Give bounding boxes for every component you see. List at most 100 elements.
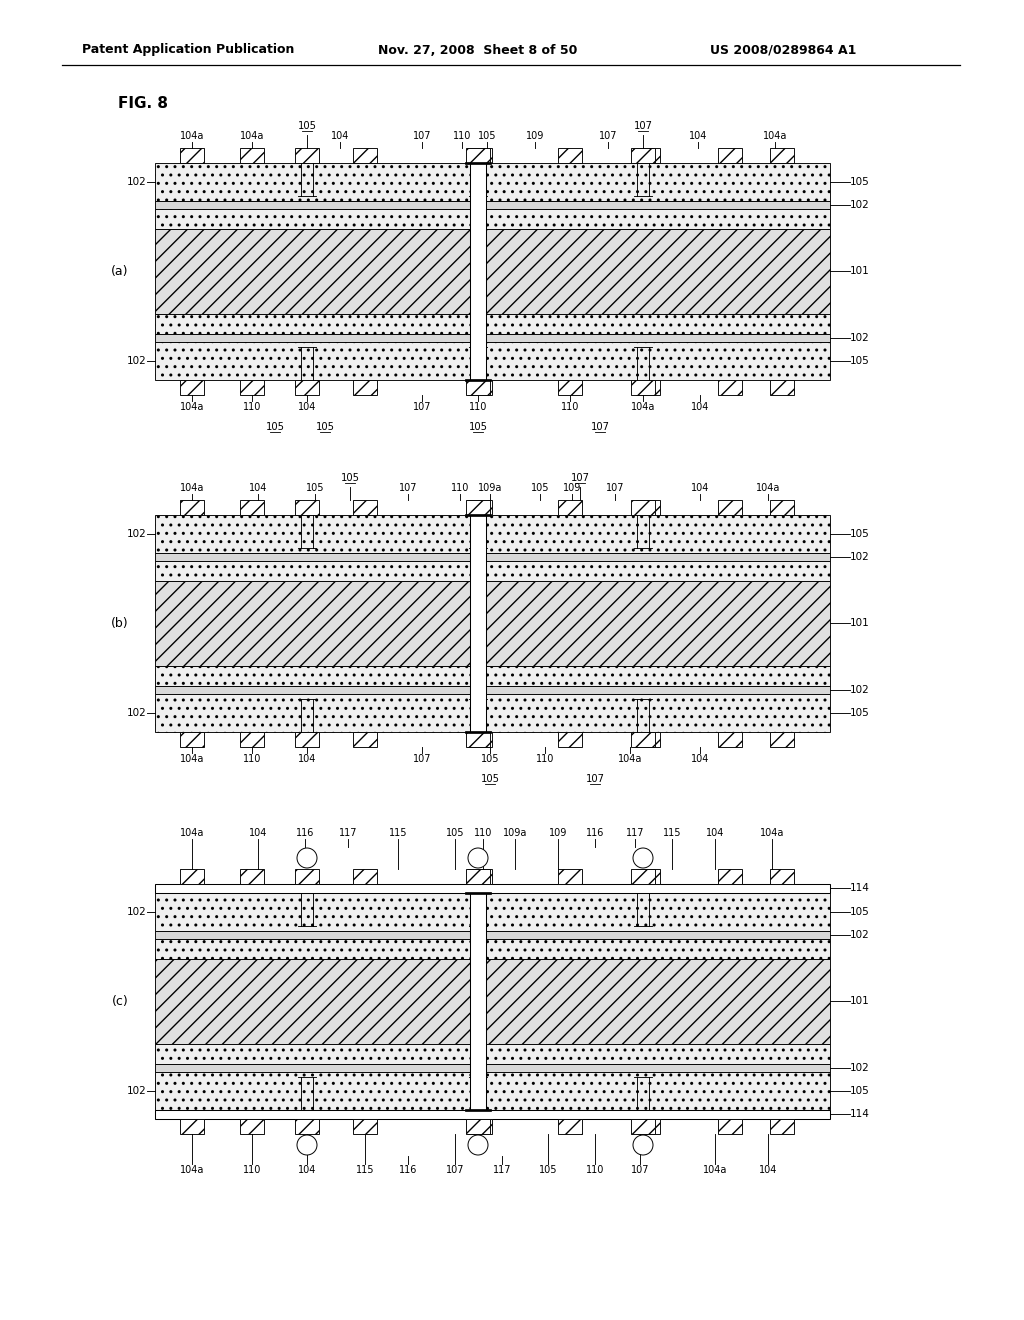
Circle shape bbox=[297, 1135, 317, 1155]
Bar bbox=[466, 733, 490, 747]
Circle shape bbox=[468, 1135, 488, 1155]
Text: 104: 104 bbox=[298, 1166, 316, 1175]
Bar bbox=[180, 869, 204, 884]
Bar bbox=[636, 733, 660, 747]
Text: 104a: 104a bbox=[180, 1166, 204, 1175]
Text: 105: 105 bbox=[850, 529, 869, 539]
Bar bbox=[180, 500, 204, 515]
Text: 104: 104 bbox=[249, 483, 267, 492]
Text: 104: 104 bbox=[759, 1166, 777, 1175]
Bar bbox=[718, 380, 742, 395]
Bar bbox=[468, 380, 492, 395]
Bar bbox=[155, 931, 830, 939]
Text: 102: 102 bbox=[850, 333, 869, 343]
Bar bbox=[240, 869, 264, 884]
Bar bbox=[155, 342, 830, 380]
Bar bbox=[631, 380, 655, 395]
Text: 110: 110 bbox=[243, 1166, 261, 1175]
Bar bbox=[718, 1119, 742, 1134]
Text: 105: 105 bbox=[445, 828, 464, 838]
Text: 104a: 104a bbox=[240, 131, 264, 141]
Bar bbox=[718, 733, 742, 747]
Circle shape bbox=[468, 847, 488, 869]
Bar bbox=[155, 667, 830, 686]
Bar bbox=[155, 1072, 830, 1110]
Bar bbox=[155, 894, 830, 931]
Bar bbox=[466, 869, 490, 884]
Text: 109: 109 bbox=[549, 828, 567, 838]
Text: 105: 105 bbox=[850, 907, 869, 917]
Bar bbox=[155, 1110, 830, 1119]
Bar bbox=[155, 884, 830, 894]
Text: 107: 107 bbox=[606, 483, 625, 492]
Text: 104a: 104a bbox=[180, 754, 204, 764]
Bar bbox=[353, 1119, 377, 1134]
Bar bbox=[353, 380, 377, 395]
Text: (c): (c) bbox=[112, 994, 128, 1007]
Text: 105: 105 bbox=[480, 754, 500, 764]
Bar bbox=[770, 380, 794, 395]
Text: 102: 102 bbox=[850, 552, 869, 562]
Bar bbox=[558, 869, 582, 884]
Bar bbox=[155, 581, 830, 667]
Text: 104: 104 bbox=[298, 403, 316, 412]
Bar bbox=[240, 500, 264, 515]
Bar bbox=[465, 892, 490, 894]
Text: 104: 104 bbox=[249, 828, 267, 838]
Bar bbox=[470, 894, 486, 1110]
Text: 114: 114 bbox=[850, 883, 870, 894]
Bar bbox=[468, 733, 492, 747]
Text: 107: 107 bbox=[445, 1166, 464, 1175]
Bar bbox=[470, 162, 486, 380]
Text: 115: 115 bbox=[355, 1166, 374, 1175]
Text: 104a: 104a bbox=[180, 131, 204, 141]
Text: 104: 104 bbox=[706, 828, 724, 838]
Bar bbox=[155, 939, 830, 960]
Bar bbox=[155, 960, 830, 1044]
Text: 104a: 104a bbox=[180, 403, 204, 412]
Text: 105: 105 bbox=[306, 483, 325, 492]
Text: 110: 110 bbox=[451, 483, 469, 492]
Bar bbox=[718, 148, 742, 162]
Text: 116: 116 bbox=[586, 828, 604, 838]
Text: 105: 105 bbox=[539, 1166, 557, 1175]
Bar bbox=[636, 380, 660, 395]
Bar bbox=[155, 553, 830, 561]
Bar bbox=[155, 209, 830, 228]
Text: 105: 105 bbox=[478, 131, 497, 141]
Bar bbox=[155, 201, 830, 209]
Text: 102: 102 bbox=[127, 1086, 146, 1096]
Bar bbox=[155, 515, 830, 553]
Bar bbox=[353, 500, 377, 515]
Bar bbox=[155, 334, 830, 342]
Text: US 2008/0289864 A1: US 2008/0289864 A1 bbox=[710, 44, 856, 57]
Text: 105: 105 bbox=[298, 121, 316, 131]
Text: 117: 117 bbox=[493, 1166, 511, 1175]
Text: 104: 104 bbox=[691, 754, 710, 764]
Bar bbox=[770, 148, 794, 162]
Text: 107: 107 bbox=[591, 422, 609, 432]
Bar bbox=[155, 686, 830, 694]
Bar bbox=[465, 379, 490, 381]
Bar bbox=[466, 1119, 490, 1134]
Text: (b): (b) bbox=[112, 616, 129, 630]
Bar bbox=[240, 733, 264, 747]
Text: Patent Application Publication: Patent Application Publication bbox=[82, 44, 294, 57]
Text: 115: 115 bbox=[389, 828, 408, 838]
Bar bbox=[631, 148, 655, 162]
Bar bbox=[353, 733, 377, 747]
Text: 107: 107 bbox=[413, 403, 431, 412]
Text: 101: 101 bbox=[850, 267, 869, 276]
Text: 102: 102 bbox=[127, 356, 146, 366]
Bar bbox=[558, 148, 582, 162]
Text: 105: 105 bbox=[530, 483, 549, 492]
Text: 110: 110 bbox=[586, 1166, 604, 1175]
Text: 104a: 104a bbox=[631, 403, 655, 412]
Bar bbox=[631, 1119, 655, 1134]
Bar bbox=[353, 148, 377, 162]
Text: 109: 109 bbox=[525, 131, 544, 141]
Bar bbox=[770, 733, 794, 747]
Bar bbox=[180, 733, 204, 747]
Text: 107: 107 bbox=[398, 483, 417, 492]
Text: 110: 110 bbox=[474, 828, 493, 838]
